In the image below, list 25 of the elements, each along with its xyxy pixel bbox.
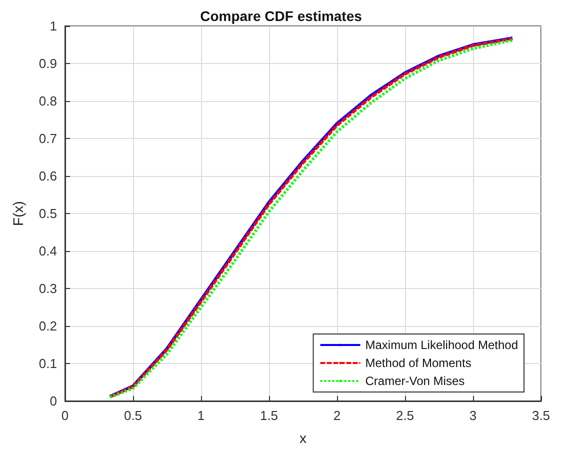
y-tick-label: 0.4	[38, 244, 57, 258]
y-axis-title: F(x)	[10, 201, 26, 226]
y-tick-label: 0.6	[38, 168, 57, 184]
y-tick-label: 0.3	[38, 281, 57, 296]
y-tick-label: 0	[50, 394, 57, 408]
chart-title: Compare CDF estimates	[200, 8, 362, 24]
y-tick-label: 0.8	[38, 94, 57, 108]
x-axis-title: x	[300, 430, 306, 446]
y-tick-label: 0.2	[38, 318, 57, 334]
x-tick-label: 2	[333, 408, 341, 423]
x-tick-label: 3	[469, 408, 477, 423]
legend-label: Maximum Likelihood Method	[365, 338, 518, 352]
x-tick-label: 0	[61, 408, 69, 423]
y-tick-label: 0.5	[38, 206, 57, 221]
x-tick-label: 0.5	[124, 408, 142, 423]
x-tick-label: 2.5	[396, 408, 414, 423]
y-tick-label: 0.7	[38, 131, 57, 146]
legend-label: Method of Moments	[365, 356, 472, 370]
legend-label: Cramer-Von Mises	[365, 374, 465, 388]
y-tick-label: 0.1	[38, 356, 57, 371]
x-tick-label: 1	[197, 408, 205, 423]
y-tick-label: 0.9	[38, 56, 57, 71]
y-tick-label: 1	[50, 18, 57, 34]
x-tick-label: 1.5	[260, 408, 278, 423]
x-tick-label: 3.5	[532, 408, 550, 423]
